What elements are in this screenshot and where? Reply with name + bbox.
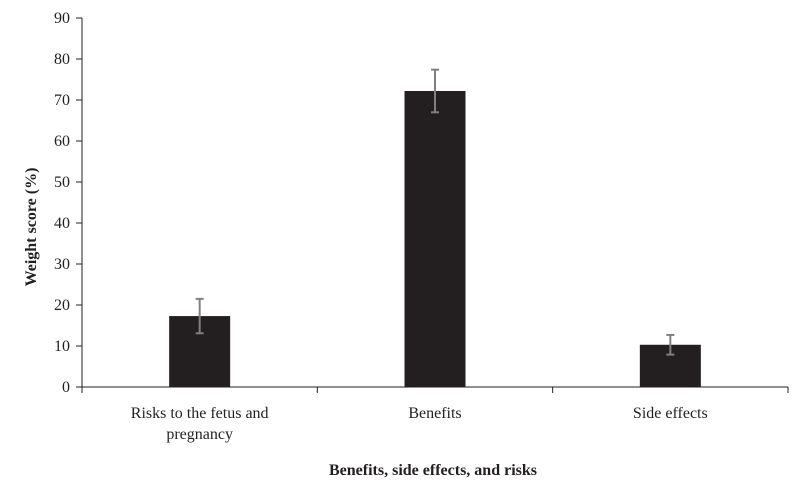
y-tick-label: 10 xyxy=(54,338,70,355)
y-tick-label: 40 xyxy=(54,215,70,232)
x-tick-label: Side effects xyxy=(633,405,708,422)
y-tick-label: 60 xyxy=(54,133,70,150)
error-bar xyxy=(666,333,675,356)
error-bar xyxy=(195,297,204,335)
y-tick-label: 30 xyxy=(54,256,70,273)
y-tick-label: 90 xyxy=(54,10,70,27)
bars xyxy=(169,90,701,387)
y-tick-label: 70 xyxy=(54,92,70,109)
y-tick-label: 20 xyxy=(54,297,70,314)
error-bar xyxy=(431,68,439,114)
category-labels: Risks to the fetus and pregnancy Benefits S… xyxy=(131,405,708,443)
x-axis-title: Benefits, side effects, and risks xyxy=(329,462,537,479)
y-tick-label: 0 xyxy=(62,379,70,396)
y-axis: 0 10 20 30 40 50 60 70 80 90 xyxy=(54,10,83,396)
x-tick-label: Benefits xyxy=(408,405,461,422)
bar xyxy=(404,90,466,387)
y-tick-label: 50 xyxy=(54,174,70,191)
error-bars xyxy=(195,68,675,356)
y-tick-label: 80 xyxy=(54,51,70,68)
x-axis xyxy=(81,386,789,393)
y-axis-title: Weight score (%) xyxy=(23,168,40,287)
x-tick-label: Risks to the fetus and pregnancy xyxy=(131,405,269,443)
